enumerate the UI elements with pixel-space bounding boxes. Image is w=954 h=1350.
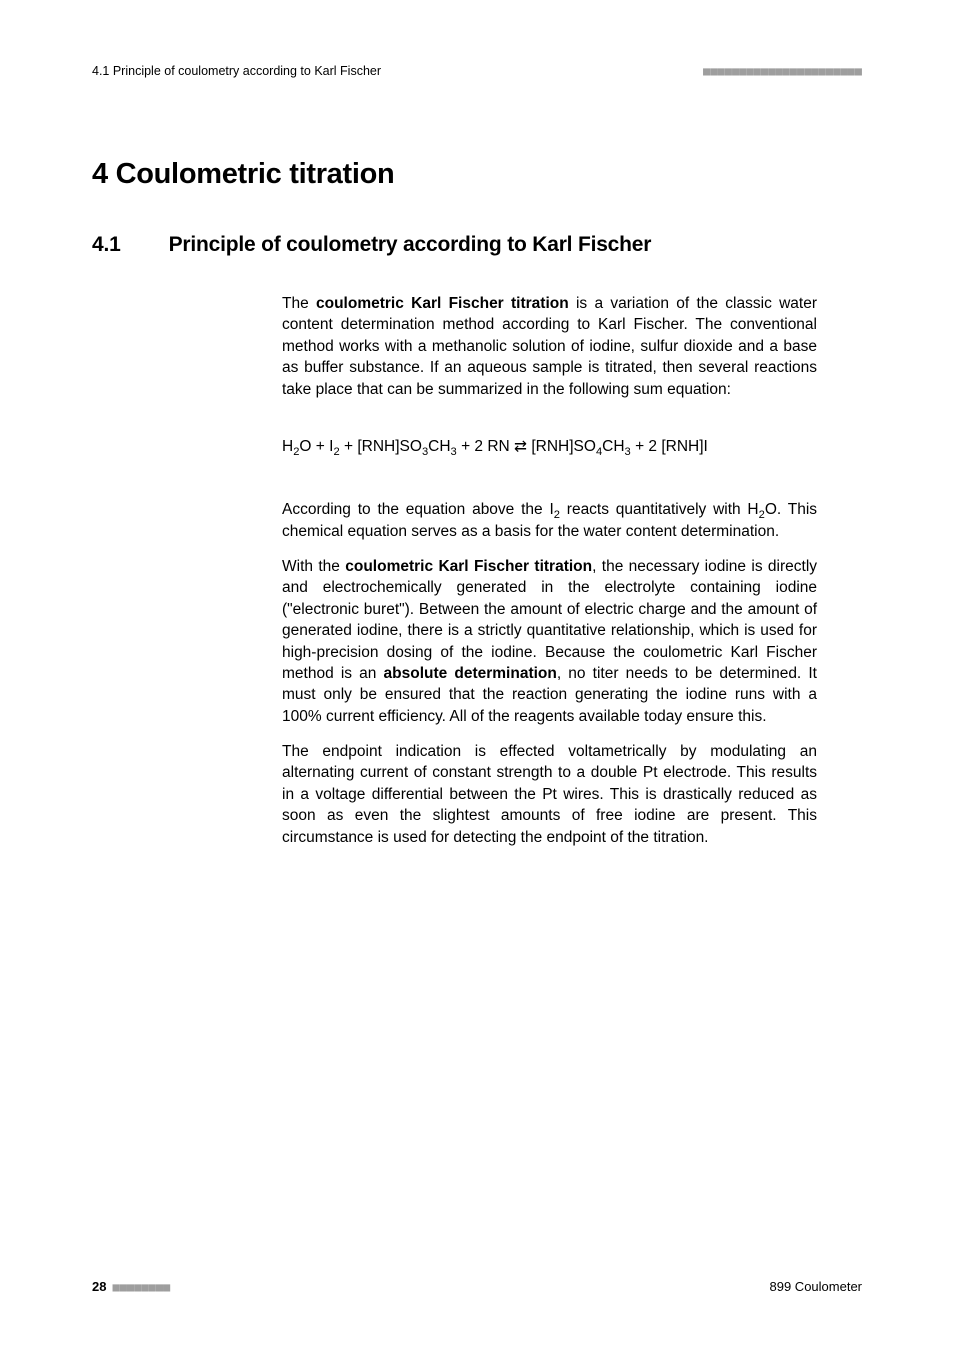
equation: H2O + I2 + [RNH]SO3CH3 + 2 RN ⇄ [RNH]SO4… — [282, 436, 817, 457]
bold-term: absolute determination — [384, 665, 557, 682]
bold-term: coulometric Karl Fischer titration — [316, 295, 569, 312]
body-column: The coulometric Karl Fischer titration i… — [282, 293, 817, 848]
section-heading: 4.1 Principle of coulometry according to… — [92, 233, 862, 257]
footer-dots: ■■■■■■■■ — [112, 1280, 170, 1294]
paragraph-3: With the coulometric Karl Fischer titrat… — [282, 556, 817, 727]
bold-term: coulometric Karl Fischer titration — [345, 558, 592, 575]
running-head: 4.1 Principle of coulometry according to… — [92, 64, 862, 78]
page-footer: 28 ■■■■■■■■ 899 Coulometer — [92, 1279, 862, 1294]
paragraph-4: The endpoint indication is effected volt… — [282, 741, 817, 848]
footer-left: 28 ■■■■■■■■ — [92, 1279, 170, 1294]
page: 4.1 Principle of coulometry according to… — [0, 0, 954, 1350]
paragraph-1: The coulometric Karl Fischer titration i… — [282, 293, 817, 400]
running-head-right-dots: ■■■■■■■■■■■■■■■■■■■■■■ — [703, 64, 862, 78]
section-title: Principle of coulometry according to Kar… — [169, 233, 652, 257]
running-head-left: 4.1 Principle of coulometry according to… — [92, 64, 381, 78]
section-number: 4.1 — [92, 233, 121, 257]
footer-right: 899 Coulometer — [770, 1279, 863, 1294]
chapter-title: 4 Coulometric titration — [92, 158, 862, 191]
page-number: 28 — [92, 1279, 106, 1294]
paragraph-2: According to the equation above the I2 r… — [282, 499, 817, 542]
